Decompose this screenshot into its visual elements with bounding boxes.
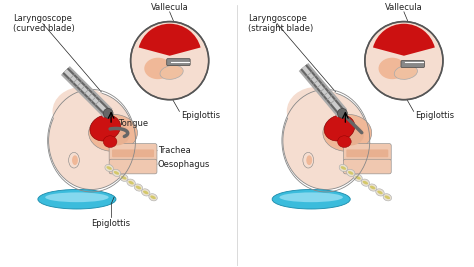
Ellipse shape — [121, 176, 127, 180]
Ellipse shape — [376, 189, 384, 196]
Ellipse shape — [324, 115, 355, 141]
Ellipse shape — [287, 87, 346, 136]
Ellipse shape — [112, 169, 121, 176]
Ellipse shape — [149, 194, 157, 201]
FancyBboxPatch shape — [112, 150, 154, 157]
Ellipse shape — [306, 155, 312, 165]
Ellipse shape — [53, 87, 111, 136]
Ellipse shape — [134, 184, 143, 191]
Ellipse shape — [150, 195, 156, 199]
Ellipse shape — [49, 92, 135, 190]
Ellipse shape — [127, 179, 136, 186]
Ellipse shape — [105, 164, 113, 172]
FancyBboxPatch shape — [167, 59, 190, 65]
Ellipse shape — [354, 174, 362, 181]
Ellipse shape — [368, 184, 377, 191]
Ellipse shape — [361, 179, 370, 186]
Ellipse shape — [136, 186, 141, 189]
Ellipse shape — [106, 166, 112, 170]
Ellipse shape — [72, 155, 78, 165]
Ellipse shape — [394, 65, 418, 79]
Ellipse shape — [339, 164, 347, 172]
Ellipse shape — [144, 58, 172, 79]
FancyBboxPatch shape — [343, 159, 391, 174]
Ellipse shape — [379, 58, 406, 79]
Ellipse shape — [90, 115, 120, 141]
Ellipse shape — [272, 190, 350, 209]
Ellipse shape — [370, 186, 375, 189]
Ellipse shape — [377, 191, 383, 194]
Text: Trachea: Trachea — [158, 146, 191, 155]
Ellipse shape — [280, 193, 343, 202]
Text: Oesophagus: Oesophagus — [158, 160, 210, 168]
Text: Laryngoscope
(curved blade): Laryngoscope (curved blade) — [13, 14, 75, 33]
Ellipse shape — [319, 128, 372, 172]
Ellipse shape — [128, 181, 134, 184]
Ellipse shape — [102, 124, 129, 146]
Ellipse shape — [356, 176, 361, 180]
Ellipse shape — [383, 194, 392, 201]
FancyBboxPatch shape — [401, 61, 424, 68]
Ellipse shape — [303, 152, 314, 168]
Wedge shape — [139, 24, 201, 56]
Ellipse shape — [160, 65, 183, 79]
Ellipse shape — [337, 136, 351, 147]
Ellipse shape — [38, 190, 116, 209]
Ellipse shape — [283, 92, 369, 190]
Ellipse shape — [103, 136, 117, 147]
Circle shape — [103, 108, 113, 118]
Text: Epiglottis: Epiglottis — [416, 111, 455, 120]
Ellipse shape — [323, 114, 372, 151]
Circle shape — [337, 108, 347, 118]
Circle shape — [365, 22, 443, 100]
Ellipse shape — [346, 169, 355, 176]
FancyBboxPatch shape — [343, 144, 391, 161]
Text: Vallecula: Vallecula — [385, 3, 423, 12]
Text: Vallecula: Vallecula — [151, 3, 189, 12]
Ellipse shape — [89, 114, 137, 151]
Ellipse shape — [114, 171, 119, 175]
Text: Epiglottis: Epiglottis — [182, 111, 220, 120]
FancyBboxPatch shape — [109, 144, 157, 161]
Ellipse shape — [363, 181, 368, 184]
Ellipse shape — [69, 152, 79, 168]
Ellipse shape — [384, 195, 390, 199]
Ellipse shape — [45, 193, 109, 202]
Text: Tongue: Tongue — [118, 119, 148, 128]
Ellipse shape — [337, 124, 364, 146]
Ellipse shape — [142, 189, 150, 196]
Text: Laryngoscope
(straight blade): Laryngoscope (straight blade) — [248, 14, 313, 33]
Text: Epiglottis: Epiglottis — [91, 219, 131, 228]
Ellipse shape — [84, 128, 138, 172]
Ellipse shape — [119, 174, 128, 181]
FancyBboxPatch shape — [346, 150, 388, 157]
Ellipse shape — [143, 191, 148, 194]
FancyBboxPatch shape — [109, 159, 157, 174]
Circle shape — [131, 22, 209, 100]
Ellipse shape — [348, 171, 354, 175]
Ellipse shape — [341, 166, 346, 170]
Wedge shape — [373, 24, 435, 56]
